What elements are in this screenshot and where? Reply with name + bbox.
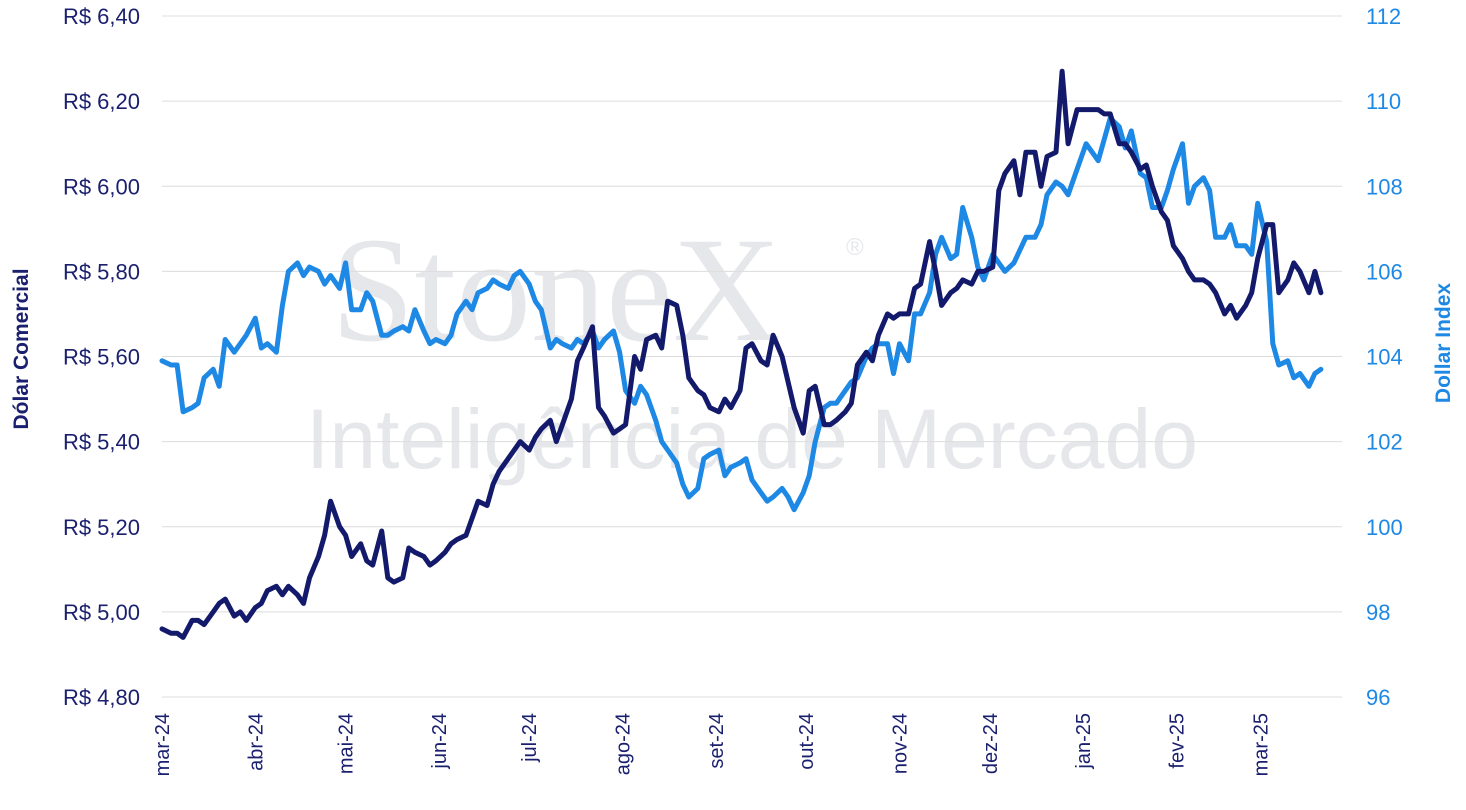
watermark-logo: StoneX [331, 207, 781, 373]
right-axis-title: Dollar Index [1432, 283, 1455, 404]
right-tick-label: 100 [1366, 515, 1403, 540]
right-tick-label: 96 [1366, 685, 1390, 710]
stonex-watermark: StoneX ® Inteligência de Mercado [306, 207, 1198, 486]
right-tick-label: 104 [1366, 345, 1403, 370]
left-axis-ticks: R$ 4,80 R$ 5,00 R$ 5,20 R$ 5,40 R$ 5,60 R$ 5,… [63, 4, 140, 710]
right-tick-label: 98 [1366, 600, 1390, 625]
right-tick-label: 102 [1366, 430, 1403, 455]
left-tick-label: R$ 4,80 [63, 685, 140, 710]
x-tick-label: jun-24 [429, 713, 451, 770]
x-tick-label: ago-24 [613, 713, 635, 775]
series-lines [159, 68, 1324, 640]
left-tick-label: R$ 5,60 [63, 345, 140, 370]
right-tick-label: 108 [1366, 174, 1403, 199]
x-tick-label: mar-25 [1251, 713, 1273, 776]
dolar-comercial-line [159, 68, 1324, 640]
x-tick-label: nov-24 [890, 713, 912, 774]
x-tick-label: out-24 [796, 713, 818, 770]
right-axis-ticks: 96 98 100 102 104 106 108 110 112 [1366, 4, 1403, 710]
x-tick-label: set-24 [706, 713, 728, 769]
dollar-index-line [159, 115, 1324, 513]
watermark-subtitle: Inteligência de Mercado [306, 392, 1198, 486]
x-tick-label: mar-24 [152, 713, 174, 776]
left-tick-label: R$ 5,80 [63, 259, 140, 284]
left-tick-label: R$ 6,00 [63, 174, 140, 199]
right-tick-label: 106 [1366, 259, 1403, 284]
x-tick-label: abr-24 [245, 713, 267, 771]
x-tick-label: mai-24 [336, 713, 358, 774]
left-tick-label: R$ 5,20 [63, 515, 140, 540]
x-tick-label: dez-24 [980, 713, 1002, 774]
watermark-registered-mark: ® [846, 234, 864, 261]
left-tick-label: R$ 5,00 [63, 600, 140, 625]
right-tick-label: 112 [1366, 4, 1401, 29]
gridlines [162, 15, 1342, 698]
left-axis-title: Dólar Comercial [10, 268, 33, 429]
x-axis-ticks: mar-24 abr-24 mai-24 jun-24 jul-24 ago-24 set-… [152, 713, 1273, 776]
x-tick-label: jul-24 [519, 713, 541, 763]
left-tick-label: R$ 6,40 [63, 4, 140, 29]
x-tick-label: fev-25 [1166, 713, 1188, 769]
right-tick-label: 110 [1366, 89, 1401, 114]
left-tick-label: R$ 6,20 [63, 89, 140, 114]
left-tick-label: R$ 5,40 [63, 430, 140, 455]
x-tick-label: jan-25 [1073, 713, 1095, 770]
